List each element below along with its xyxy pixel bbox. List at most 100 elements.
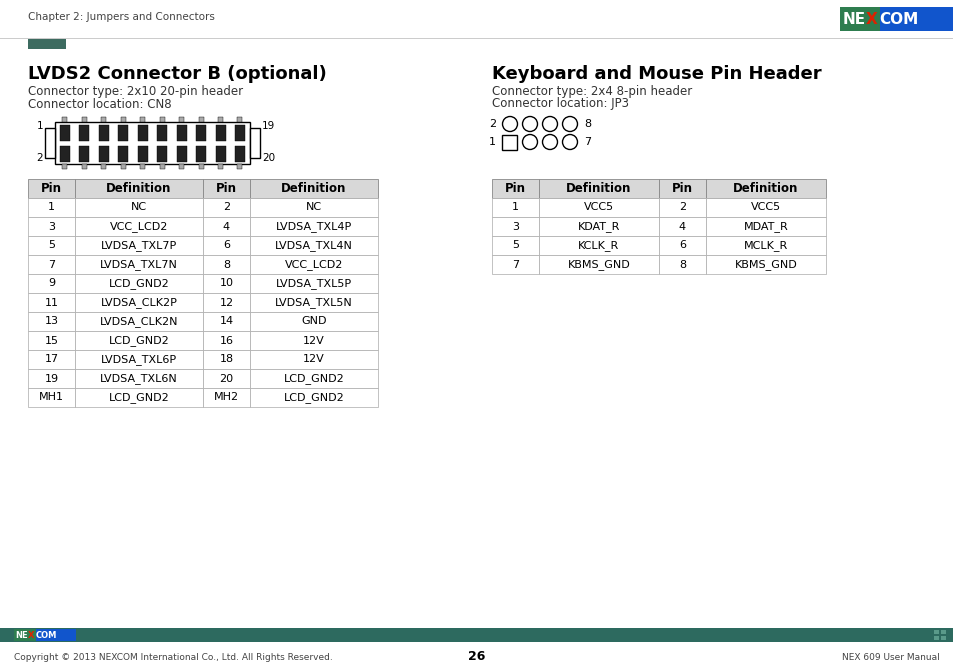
Text: Connector type: 2x10 20-pin header: Connector type: 2x10 20-pin header (28, 85, 243, 97)
Text: LCD_GND2: LCD_GND2 (283, 373, 344, 384)
Text: 2: 2 (223, 202, 230, 212)
Bar (75, 350, 203, 369)
Text: LCD_GND2: LCD_GND2 (109, 335, 170, 346)
Bar (234, 146, 245, 162)
Text: 20: 20 (219, 374, 233, 384)
Bar (705, 217, 825, 236)
Bar (705, 236, 825, 255)
Circle shape (562, 116, 577, 132)
Bar (659, 236, 705, 255)
Bar (157, 125, 167, 141)
Text: LCD_GND2: LCD_GND2 (109, 392, 170, 403)
Bar (250, 293, 377, 312)
Text: NC: NC (306, 202, 322, 212)
Text: 5: 5 (48, 241, 55, 251)
Bar (203, 236, 250, 255)
Text: 8: 8 (223, 259, 230, 269)
Text: LVDSA_TXL7P: LVDSA_TXL7P (101, 240, 177, 251)
Text: 2: 2 (488, 119, 496, 129)
Text: LVDSA_TXL4N: LVDSA_TXL4N (274, 240, 353, 251)
Text: X: X (28, 630, 34, 640)
Text: LVDSA_TXL5N: LVDSA_TXL5N (274, 297, 353, 308)
Bar (82, 164, 87, 169)
Text: 15: 15 (45, 335, 58, 345)
Bar (538, 198, 659, 217)
Bar (45, 128, 55, 158)
Bar (79, 146, 90, 162)
Text: 13: 13 (45, 317, 58, 327)
Bar (0, 0, 953, 37)
Bar (538, 179, 659, 198)
Text: 10: 10 (219, 278, 233, 288)
Bar (14, 629, 36, 641)
Bar (28, 293, 75, 312)
Bar (250, 331, 377, 350)
Text: LCD_GND2: LCD_GND2 (109, 278, 170, 289)
Text: LVDSA_CLK2P: LVDSA_CLK2P (100, 297, 177, 308)
Text: MDAT_R: MDAT_R (742, 221, 787, 232)
Bar (237, 164, 242, 169)
Text: 12: 12 (219, 298, 233, 308)
Bar (176, 125, 187, 141)
Bar (28, 331, 75, 350)
Bar (75, 293, 203, 312)
Text: 1: 1 (48, 202, 55, 212)
Text: 2: 2 (36, 153, 43, 163)
Text: LVDSA_TXL6P: LVDSA_TXL6P (101, 354, 177, 365)
Bar (159, 164, 165, 169)
Circle shape (522, 134, 537, 149)
Text: LCD_GND2: LCD_GND2 (283, 392, 344, 403)
Bar (502, 134, 517, 149)
Bar (28, 274, 75, 293)
Bar (203, 388, 250, 407)
Text: Copyright © 2013 NEXCOM International Co., Ltd. All Rights Reserved.: Copyright © 2013 NEXCOM International Co… (14, 653, 333, 661)
Text: NC: NC (131, 202, 147, 212)
Text: Definition: Definition (106, 182, 172, 195)
Bar (203, 331, 250, 350)
Text: 16: 16 (219, 335, 233, 345)
Text: VCC5: VCC5 (583, 202, 614, 212)
Text: 20: 20 (262, 153, 274, 163)
Text: Connector location: JP3: Connector location: JP3 (492, 97, 628, 110)
Bar (137, 146, 148, 162)
Bar (28, 369, 75, 388)
Bar (198, 164, 203, 169)
Text: KCLK_R: KCLK_R (578, 240, 619, 251)
Bar (157, 146, 167, 162)
Bar (28, 179, 75, 198)
Text: 7: 7 (583, 137, 591, 147)
Bar (203, 274, 250, 293)
Text: VCC_LCD2: VCC_LCD2 (110, 221, 168, 232)
Bar (63, 117, 68, 122)
Bar (538, 217, 659, 236)
Bar (75, 236, 203, 255)
Text: Definition: Definition (566, 182, 631, 195)
Bar (36, 629, 76, 641)
Text: 1: 1 (36, 121, 43, 131)
Bar (28, 388, 75, 407)
Bar (234, 125, 245, 141)
Text: 4: 4 (679, 222, 685, 231)
Text: LVDSA_TXL5P: LVDSA_TXL5P (275, 278, 352, 289)
Bar (75, 255, 203, 274)
Text: 12V: 12V (303, 335, 325, 345)
Bar (203, 312, 250, 331)
Text: KDAT_R: KDAT_R (578, 221, 619, 232)
Bar (79, 125, 90, 141)
Text: 7: 7 (512, 259, 518, 269)
Bar (538, 236, 659, 255)
Text: 6: 6 (223, 241, 230, 251)
Bar (492, 179, 538, 198)
Bar (75, 331, 203, 350)
Text: LVDSA_TXL7N: LVDSA_TXL7N (100, 259, 178, 270)
Text: 26: 26 (468, 650, 485, 663)
Bar (250, 350, 377, 369)
Bar (75, 217, 203, 236)
Text: Chapter 2: Jumpers and Connectors: Chapter 2: Jumpers and Connectors (28, 12, 214, 22)
Text: KBMS_GND: KBMS_GND (567, 259, 630, 270)
Bar (0, 628, 953, 642)
Text: Connector type: 2x4 8-pin header: Connector type: 2x4 8-pin header (492, 85, 692, 97)
Bar (28, 312, 75, 331)
Bar (28, 39, 66, 49)
Text: X: X (865, 11, 877, 26)
